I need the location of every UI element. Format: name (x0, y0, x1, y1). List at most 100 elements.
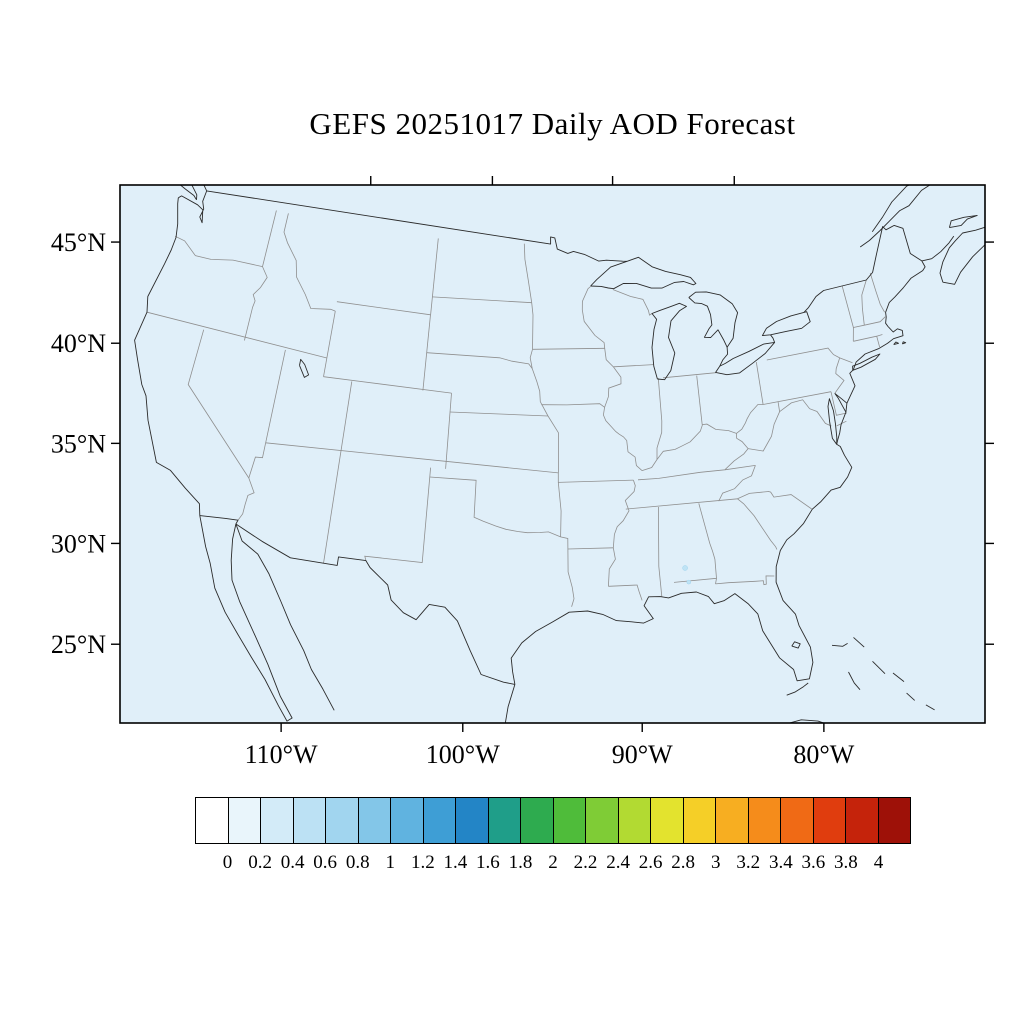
coastline-path (831, 643, 848, 647)
coastline-path (791, 641, 801, 649)
lon-tick-label: 100°W (426, 740, 500, 769)
coastline-path (504, 684, 516, 723)
coastline-path (848, 671, 861, 690)
plot-title: GEFS 20251017 Daily AOD Forecast (309, 106, 796, 141)
coastline-path (925, 704, 935, 711)
state-borders-layer (146, 210, 886, 607)
state-border-path (608, 584, 643, 601)
lon-tick-label: 90°W (612, 740, 673, 769)
state-border-path (237, 477, 255, 521)
state-border-path (608, 479, 636, 587)
map-ocean-background (120, 185, 985, 723)
state-border-path (696, 375, 703, 425)
lat-tick-label: 35°N (51, 429, 106, 458)
coastline-path (206, 190, 628, 262)
state-border-path (547, 415, 559, 473)
coastline-path (235, 523, 335, 711)
coastline-path (199, 515, 293, 722)
coastline-layer (134, 185, 985, 723)
map-frame (119, 184, 986, 724)
state-border-path (248, 349, 286, 479)
state-border-path (715, 575, 775, 586)
colorbar (195, 797, 911, 844)
state-border-path (581, 286, 643, 471)
state-border-path (364, 467, 431, 563)
coastline-path (827, 398, 838, 445)
state-border-path (187, 329, 250, 479)
state-border-path (532, 347, 605, 350)
coastline-path (719, 347, 729, 367)
colorbar-tick-label: 3 (710, 852, 721, 873)
coastline-path (786, 682, 809, 696)
colorbar-segment (586, 798, 619, 843)
state-border-path (748, 411, 780, 452)
coastline-path (688, 291, 739, 348)
colorbar-labels: 0 0.2 0.4 0.6 0.8 1 1.2 1.4 1.6 1.8 2 2.2 2.4 2.6 2.8 3… (195, 852, 911, 878)
coastline-path (834, 393, 848, 413)
axis-labels-layer: 110°W 100°W 90°W 80°W 45°N 40°N 35°N 30°N 25°N (51, 228, 855, 769)
lon-tick-label: 110°W (245, 740, 318, 769)
coastline-path (715, 341, 776, 376)
lat-tick-label: 30°N (51, 529, 106, 558)
colorbar-segment (781, 798, 814, 843)
coastline-path (787, 719, 825, 723)
state-border-path (558, 479, 634, 483)
coastline-path (901, 341, 907, 345)
state-border-path (529, 349, 533, 369)
colorbar-container: 0 0.2 0.4 0.6 0.8 1 1.2 1.4 1.6 1.8 2 2.2 2.4 2.6 2.8 3… (195, 797, 911, 878)
colorbar-segment (813, 798, 846, 843)
colorbar-segment (521, 798, 554, 843)
state-border-path (422, 314, 431, 391)
coastline-path (199, 515, 515, 685)
state-border-path (876, 336, 880, 348)
state-border-path (262, 210, 277, 267)
state-border-path (449, 411, 549, 417)
map-container: 110°W 100°W 90°W 80°W 45°N 40°N 35°N 30°N 25°N (51, 176, 994, 769)
coastline-path (761, 311, 811, 337)
state-border-path (673, 577, 717, 583)
coastline-path (921, 235, 955, 262)
colorbar-segment (553, 798, 586, 843)
state-border-path (265, 442, 559, 474)
state-border-path (612, 289, 653, 316)
colorbar-tick-label: 3.4 (768, 852, 793, 873)
colorbar-tick-label: 3.2 (736, 852, 761, 873)
state-border-path (336, 301, 431, 316)
state-border-path (244, 266, 268, 341)
colorbar-segment (683, 798, 716, 843)
state-border-path (737, 498, 778, 550)
us-map-svg: 110°W 100°W 90°W 80°W 45°N 40°N 35°N 30°N 25°N (51, 176, 994, 769)
lat-tick-label: 45°N (51, 228, 106, 257)
colorbar-tick-label: 4 (873, 852, 884, 873)
coastline-path (510, 224, 926, 685)
colorbar-tick-label: 0.6 (313, 852, 338, 873)
coastline-path (871, 185, 911, 232)
colorbar-tick-label: 2.2 (573, 852, 598, 873)
aod-speck (686, 579, 692, 585)
coastline-path (892, 672, 905, 682)
colorbar-segment (748, 798, 781, 843)
state-border-path (637, 465, 756, 481)
colorbar-segment (293, 798, 326, 843)
lat-tick-label: 25°N (51, 630, 106, 659)
colorbar-tick-label: 3.8 (834, 852, 858, 873)
state-border-path (560, 536, 575, 607)
state-border-path (531, 302, 534, 350)
state-border-path (830, 391, 847, 416)
colorbar-tick-label: 0 (222, 852, 233, 873)
state-border-path (869, 272, 885, 313)
coastline-path (651, 302, 687, 381)
coastline-path (853, 637, 865, 648)
colorbar-tick-label: 2.8 (671, 852, 696, 873)
colorbar-tick-label: 0.8 (345, 852, 370, 873)
state-border-path (755, 362, 764, 405)
coastline-path (770, 334, 776, 343)
colorbar-tick-label: 0.4 (280, 852, 305, 873)
colorbar-tick-label: 2.6 (638, 852, 663, 873)
coastline-path (134, 197, 201, 516)
state-border-path (146, 311, 327, 359)
state-border-path (766, 347, 853, 364)
state-border-path (662, 372, 716, 379)
state-border-path (323, 381, 353, 564)
colorbar-tick-label: 2.4 (606, 852, 630, 873)
